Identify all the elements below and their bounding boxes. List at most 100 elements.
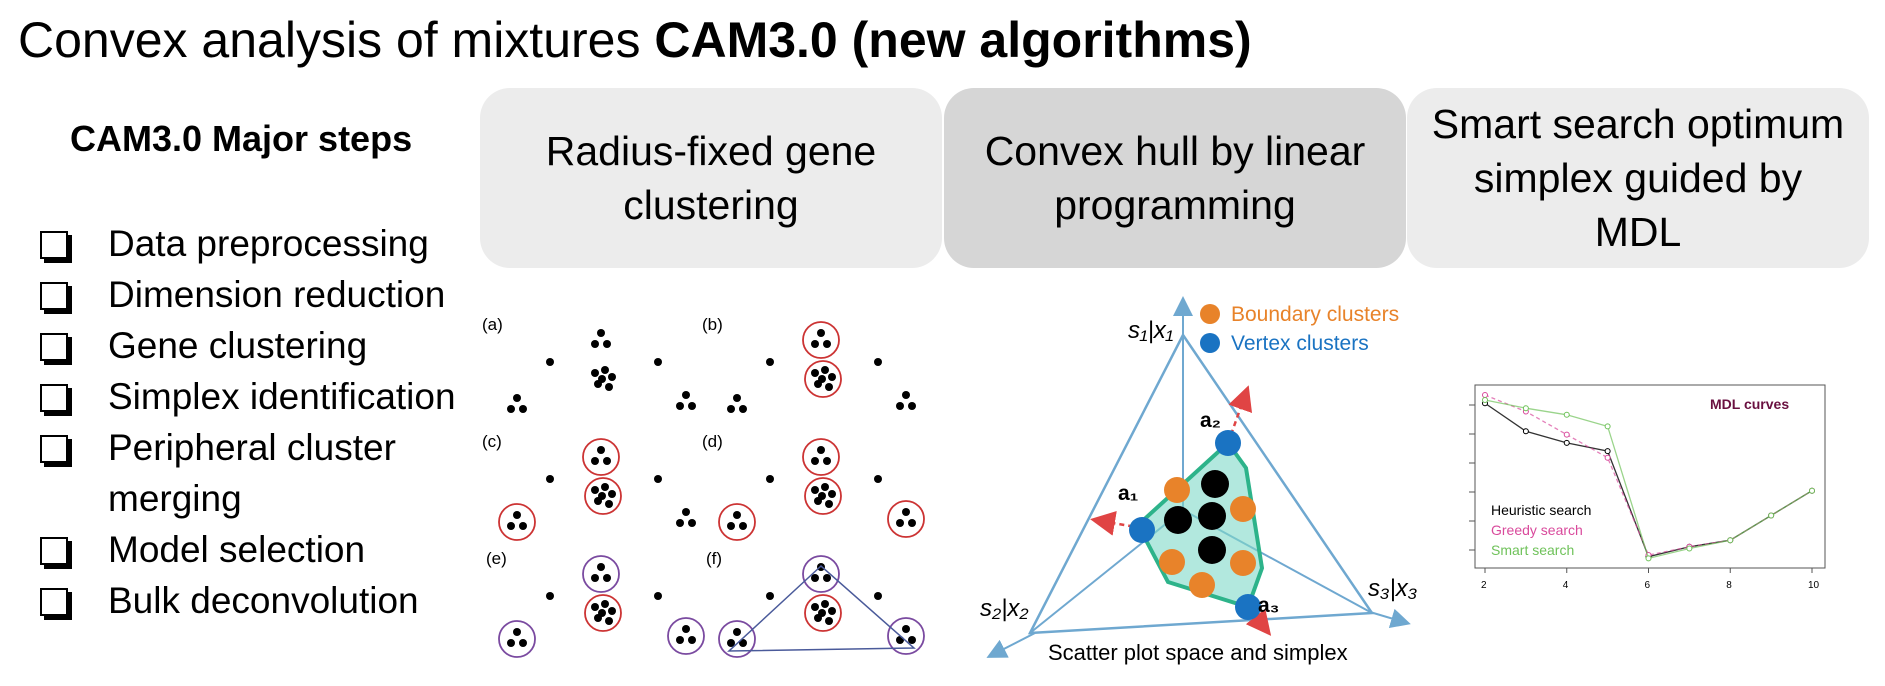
gene-dot (598, 375, 606, 383)
gene-dot (821, 366, 829, 374)
gene-dot (727, 405, 735, 413)
simplex-triangle (1027, 332, 1375, 635)
step-label: Gene clustering (108, 325, 368, 366)
gene-dot (688, 402, 696, 410)
card-convex-hull: Convex hull by linear programming (944, 88, 1406, 268)
boundary-cluster (1189, 572, 1215, 598)
gene-dot (513, 394, 521, 402)
gene-dot (902, 391, 910, 399)
chart-marks: 2 4 6 8 10 (1469, 392, 1820, 591)
boundary-cluster (1164, 477, 1190, 503)
gene-dot (605, 383, 613, 391)
gene-dot (598, 492, 606, 500)
panel-label-f: (f) (706, 549, 722, 568)
boundary-clusters (1159, 477, 1256, 598)
cluster-ring (498, 620, 536, 658)
gene-dot (817, 329, 825, 337)
cluster-ring (887, 617, 925, 655)
gene-dot (603, 574, 611, 582)
card-label: Convex hull by linear programming (984, 128, 1366, 228)
legend-heuristic: Heuristic search (1491, 502, 1591, 518)
gene-dot (546, 358, 554, 366)
series-point (1604, 448, 1611, 455)
legend-vertex-label: Vertex clusters (1231, 332, 1369, 355)
gene-dot (519, 405, 527, 413)
title-normal: Convex analysis of mixtures (18, 12, 655, 68)
gene-dot (682, 508, 690, 516)
list-item: Simplex identification (40, 371, 460, 422)
gene-dot (733, 511, 741, 519)
step-label: Simplex identification (108, 376, 456, 417)
gene-dot (825, 383, 833, 391)
boundary-cluster (1159, 549, 1185, 575)
vertex-cluster (1129, 517, 1155, 543)
gene-dot (591, 486, 599, 494)
checkbox-icon (40, 384, 68, 412)
cluster-ring (584, 594, 622, 632)
gene-dot (739, 639, 747, 647)
gene-dot (688, 636, 696, 644)
list-item: Gene clustering (40, 320, 460, 371)
boundary-cluster (1230, 550, 1256, 576)
gene-dot (605, 617, 613, 625)
legend-smart: Smart search (1491, 542, 1574, 558)
gene-dot (811, 369, 819, 377)
gene-dot (676, 636, 684, 644)
step-label: Model selection (108, 529, 366, 570)
gene-dot (603, 457, 611, 465)
step-label: Bulk deconvolution (108, 580, 419, 621)
gene-dot (608, 607, 616, 615)
gene-dot (825, 500, 833, 508)
list-item: Data preprocessing (40, 218, 460, 269)
panel-label-e: (e) (486, 549, 507, 568)
title-bold: CAM3.0 (new algorithms) (654, 12, 1252, 68)
list-item: Bulk deconvolution (40, 575, 460, 626)
interior-clusters (1164, 470, 1229, 564)
gene-dot (908, 519, 916, 527)
series-point (1768, 512, 1775, 519)
legend-vertex-swatch (1200, 333, 1220, 353)
series-point (1563, 431, 1570, 438)
legend-boundary-label: Boundary clusters (1231, 303, 1399, 326)
cluster-ring (804, 360, 842, 398)
gene-dot (908, 402, 916, 410)
gene-dot (654, 358, 662, 366)
gene-dot (818, 492, 826, 500)
gene-dot (733, 394, 741, 402)
gene-dot (821, 483, 829, 491)
cluster-ring (582, 438, 620, 476)
panel-label-c: (c) (482, 432, 502, 451)
gene-dot (896, 519, 904, 527)
simplex-caption: Scatter plot space and simplex (1048, 640, 1348, 665)
gene-dot (682, 625, 690, 633)
gene-dot (601, 366, 609, 374)
gene-dot (811, 457, 819, 465)
card-label: Smart search optimum simplex guided by M… (1431, 101, 1845, 255)
gene-dot (591, 340, 599, 348)
interior-cluster (1198, 502, 1226, 530)
cluster-ring (584, 477, 622, 515)
gene-dot (733, 628, 741, 636)
gene-dot (811, 603, 819, 611)
gene-dot (605, 500, 613, 508)
gene-dot (688, 519, 696, 527)
cluster-ring (667, 617, 705, 655)
gene-dot (591, 457, 599, 465)
checkbox-icon (40, 333, 68, 361)
vertex-cluster (1215, 430, 1241, 456)
axis-arrow-left (986, 632, 1036, 658)
gene-dot (597, 446, 605, 454)
gene-dot (727, 522, 735, 530)
gene-dot (546, 475, 554, 483)
cluster-ring (802, 438, 840, 476)
x-tick-label: 10 (1808, 580, 1820, 591)
axis-label-left: s₂|x₂ (980, 595, 1029, 622)
gene-dot (818, 375, 826, 383)
gene-dot (825, 617, 833, 625)
gene-dot (654, 475, 662, 483)
page-title: Convex analysis of mixtures CAM3.0 (new … (18, 6, 1252, 74)
chart-title: MDL curves (1710, 396, 1789, 412)
vertex-label-a3: a₃ (1258, 594, 1279, 617)
